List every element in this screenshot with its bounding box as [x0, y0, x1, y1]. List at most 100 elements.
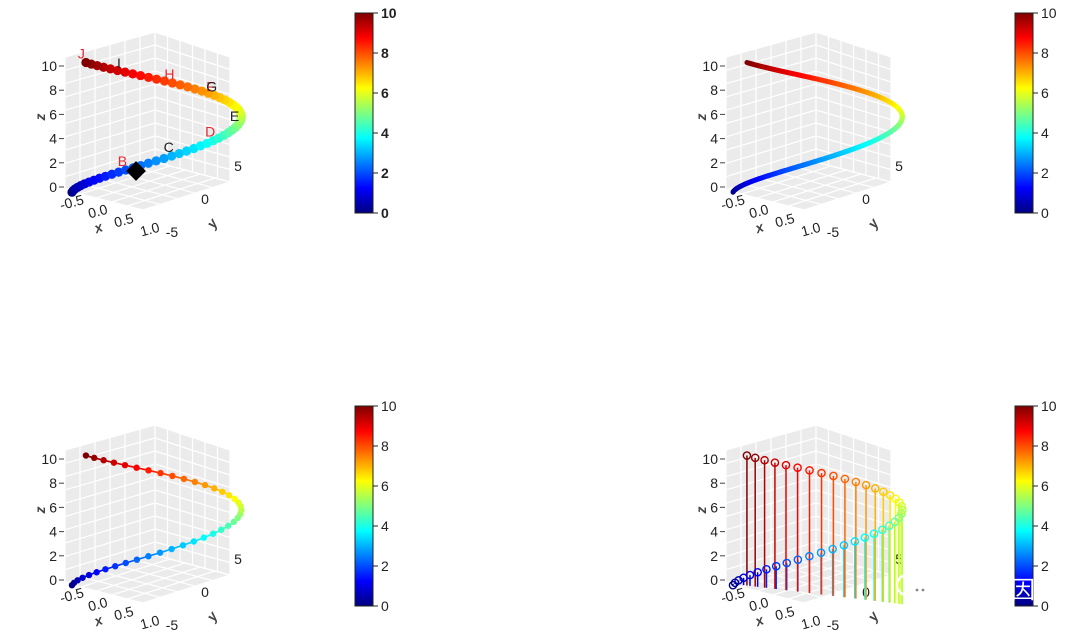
series — [730, 60, 905, 195]
panel-wall — [65, 555, 230, 603]
data-point — [805, 466, 814, 475]
colorbar-tick-label: 4 — [1041, 125, 1049, 141]
y-axis-label: y — [864, 607, 883, 624]
data-point — [179, 542, 187, 549]
colorbar-ramp — [354, 12, 374, 214]
point-label: D — [205, 124, 215, 140]
x-tick-label: -0.5 — [58, 584, 86, 606]
x-tick-label: 0.5 — [112, 210, 135, 231]
data-point — [82, 452, 90, 459]
data-point — [122, 559, 129, 567]
data-point — [793, 555, 803, 564]
data-point — [885, 490, 895, 500]
grid-line — [100, 178, 178, 200]
grid-line — [80, 165, 171, 195]
data-point — [219, 488, 226, 495]
data-point — [135, 70, 146, 81]
z-axis-label: z — [32, 114, 48, 122]
grid-line — [82, 576, 161, 598]
point-label: H — [164, 66, 174, 82]
z-tick-label: 2 — [49, 548, 57, 564]
data-point — [209, 530, 217, 537]
y-tick-label: -5 — [166, 224, 179, 240]
z-tick-label: 6 — [710, 499, 718, 515]
y-tick-label: 0 — [201, 584, 209, 600]
grid-line — [743, 576, 822, 598]
z-axis: 0 2 4 6 8 10 z — [693, 451, 725, 588]
z-tick-label: 6 — [49, 499, 57, 515]
data-point — [762, 564, 771, 574]
grid-line — [127, 177, 216, 207]
grid-line — [154, 554, 231, 576]
grid-line — [111, 173, 201, 203]
data-point — [167, 151, 177, 161]
data-point — [879, 487, 888, 497]
colorbar-tick-label: 10 — [381, 398, 397, 414]
data-point — [102, 566, 109, 573]
z-tick-label: 4 — [710, 131, 718, 147]
colorbar: 0 2 4 6 8 10 — [1014, 398, 1057, 614]
x-axis: -0.5 0.0 0.5 1.0 x — [58, 191, 161, 239]
z-tick-label: 6 — [710, 106, 718, 122]
grid-line — [779, 172, 857, 194]
panel-top-right: 0 2 4 6 8 10 z -0.5 0.0 0.5 1.0 x -5 0 5 y — [693, 31, 905, 240]
colorbar: 0 2 4 6 8 10 — [1014, 5, 1057, 221]
x-axis-label: x — [752, 611, 767, 629]
panel-box — [64, 424, 231, 604]
grid-line — [136, 167, 213, 189]
data-point — [110, 459, 118, 466]
z-tick-label: 8 — [49, 82, 57, 98]
series — [67, 57, 246, 197]
data-point — [183, 82, 193, 92]
point-label: B — [118, 153, 127, 169]
series — [68, 452, 245, 589]
colorbar-ramp — [354, 405, 374, 607]
data-point — [745, 570, 755, 580]
point-label: J — [78, 46, 85, 62]
colorbar-tick-label: 2 — [381, 558, 389, 574]
data-point — [133, 464, 140, 471]
colorbar-tick-label: 8 — [1041, 438, 1049, 454]
x-tick-label: -0.5 — [719, 584, 747, 606]
grid-line — [803, 181, 892, 211]
data-point — [112, 65, 123, 76]
data-point — [870, 484, 880, 493]
data-point — [231, 495, 238, 503]
colorbar-tick-label: 10 — [381, 5, 397, 21]
z-tick-label: 2 — [49, 155, 57, 171]
colorbar-tick-label: 6 — [381, 85, 389, 101]
grid-line — [154, 161, 231, 183]
watermark-text: 桓峰基因 — [939, 576, 1035, 604]
data-point — [225, 492, 233, 499]
x-tick-label: 0.0 — [747, 594, 770, 615]
z-tick-label: 0 — [49, 572, 57, 588]
z-tick-label: 0 — [710, 572, 718, 588]
grid-line — [757, 169, 847, 199]
data-point — [180, 475, 188, 483]
z-tick-label: 8 — [710, 82, 718, 98]
data-point — [79, 574, 86, 581]
grid-line — [725, 189, 805, 211]
z-tick-label: 10 — [702, 451, 718, 467]
colorbar-tick-label: 6 — [1041, 478, 1049, 494]
data-point — [839, 540, 849, 550]
data-point — [840, 474, 850, 484]
data-point — [805, 551, 814, 561]
z-axis-label: z — [693, 114, 709, 122]
grid-line — [100, 571, 178, 593]
colorbar-ramp — [1014, 12, 1034, 214]
data-point — [884, 521, 894, 531]
grid-line — [757, 562, 847, 592]
point-label: E — [230, 108, 239, 124]
data-point — [861, 480, 871, 490]
grid-line — [127, 570, 216, 600]
x-axis: -0.5 0.0 0.5 1.0 x — [719, 191, 822, 239]
grid-line — [96, 562, 186, 592]
data-point — [145, 467, 152, 474]
grid-line — [797, 560, 874, 582]
colorbar-tick-label: 2 — [1041, 165, 1049, 181]
z-tick-label: 0 — [49, 179, 57, 195]
data-point — [121, 461, 129, 469]
x-tick-label: 1.0 — [799, 219, 822, 240]
data-point — [850, 537, 860, 546]
